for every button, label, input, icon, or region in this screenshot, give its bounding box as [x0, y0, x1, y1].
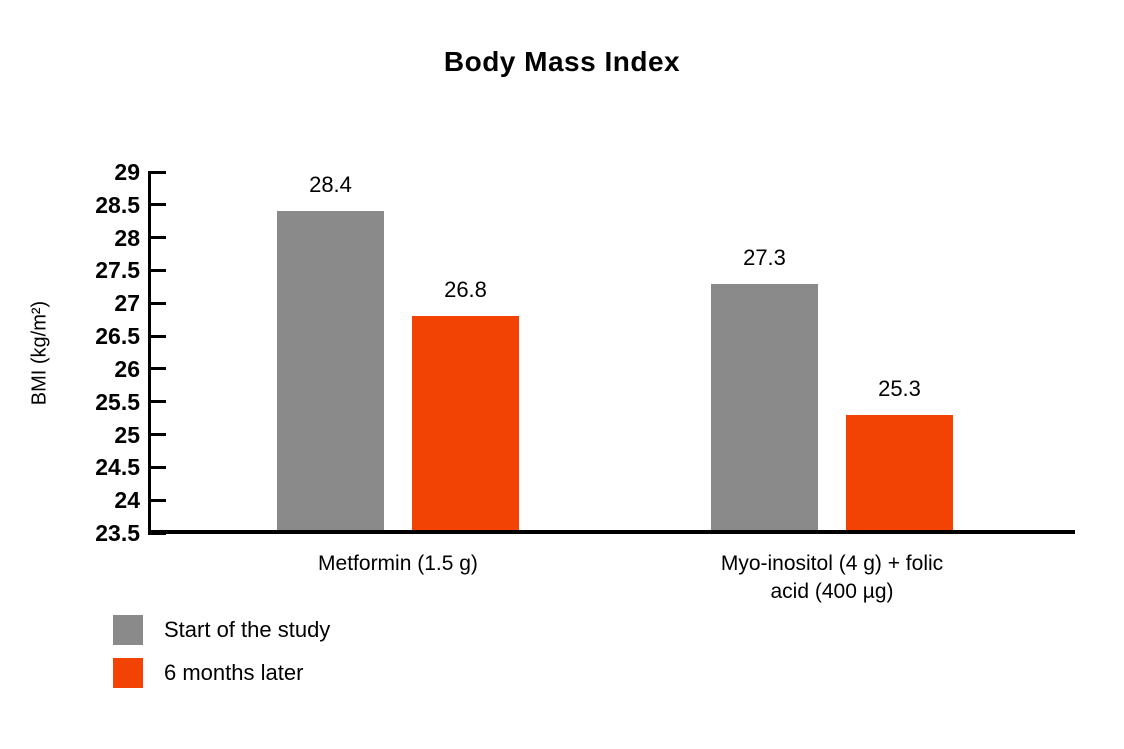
y-axis-tick-label: 26.5	[95, 323, 140, 350]
x-axis-category-label: Myo-inositol (4 g) + folic acid (400 µg)	[652, 550, 1012, 606]
bar-value-label: 25.3	[878, 375, 921, 401]
y-axis-line	[148, 172, 151, 534]
x-axis-line	[148, 530, 1075, 534]
y-axis-tick-label: 28	[114, 224, 140, 251]
x-axis-category-line: Metformin (1.5 g)	[318, 552, 478, 575]
y-axis-tick-label: 29	[114, 159, 140, 185]
y-axis-tick	[148, 498, 166, 502]
y-axis-tick	[148, 203, 166, 207]
bar-value-label: 27.3	[743, 244, 786, 270]
bar-6-months-later-myo-inositol	[846, 414, 953, 533]
y-axis-tick	[148, 367, 166, 371]
y-axis-tick	[148, 433, 166, 437]
y-axis-tick	[148, 170, 166, 174]
chart-title: Body Mass Index	[443, 46, 681, 77]
legend-swatch-start-of-the-study	[113, 615, 143, 645]
bar-value-label: 26.8	[444, 277, 487, 303]
y-axis-tick-label: 27.5	[95, 257, 140, 284]
y-axis-tick-label: 23.5	[95, 520, 140, 546]
y-axis-tick-label: 26	[114, 355, 140, 382]
bar-value-label: 28.4	[309, 172, 352, 198]
y-axis-tick	[148, 400, 166, 404]
y-axis-tick	[148, 334, 166, 338]
y-axis-tick-label: 25	[114, 421, 140, 448]
bar-start-of-the-study-metformin-1	[277, 211, 384, 533]
legend-item-start-of-the-study: Start of the study	[113, 615, 330, 645]
y-axis-label: BMI (kg/m²)	[28, 300, 51, 406]
bar-6-months-later-metformin-1	[412, 316, 519, 533]
x-axis-category-line: acid (400 µg)	[770, 580, 894, 603]
legend-label: Start of the study	[164, 617, 331, 642]
y-axis-tick	[148, 236, 166, 240]
y-axis-tick-label: 27	[114, 290, 140, 317]
y-axis-tick-label: 24	[114, 487, 140, 514]
y-axis-tick	[148, 465, 166, 469]
legend: Start of the study 6 months later	[113, 615, 330, 701]
y-axis-tick-label: 25.5	[95, 388, 140, 415]
legend-swatch-6-months-later	[113, 658, 143, 688]
x-axis-category-label: Metformin (1.5 g)	[218, 550, 578, 578]
x-axis-category-line: Myo-inositol (4 g) + folic	[720, 552, 944, 575]
legend-item-6-months-later: 6 months later	[113, 658, 330, 688]
bar-start-of-the-study-myo-inositol	[711, 283, 818, 533]
y-axis-tick-label: 28.5	[95, 191, 140, 218]
legend-label: 6 months later	[164, 660, 304, 685]
y-axis-tick	[148, 301, 166, 305]
y-axis-tick	[148, 268, 166, 272]
y-axis-tick-label: 24.5	[95, 454, 140, 481]
